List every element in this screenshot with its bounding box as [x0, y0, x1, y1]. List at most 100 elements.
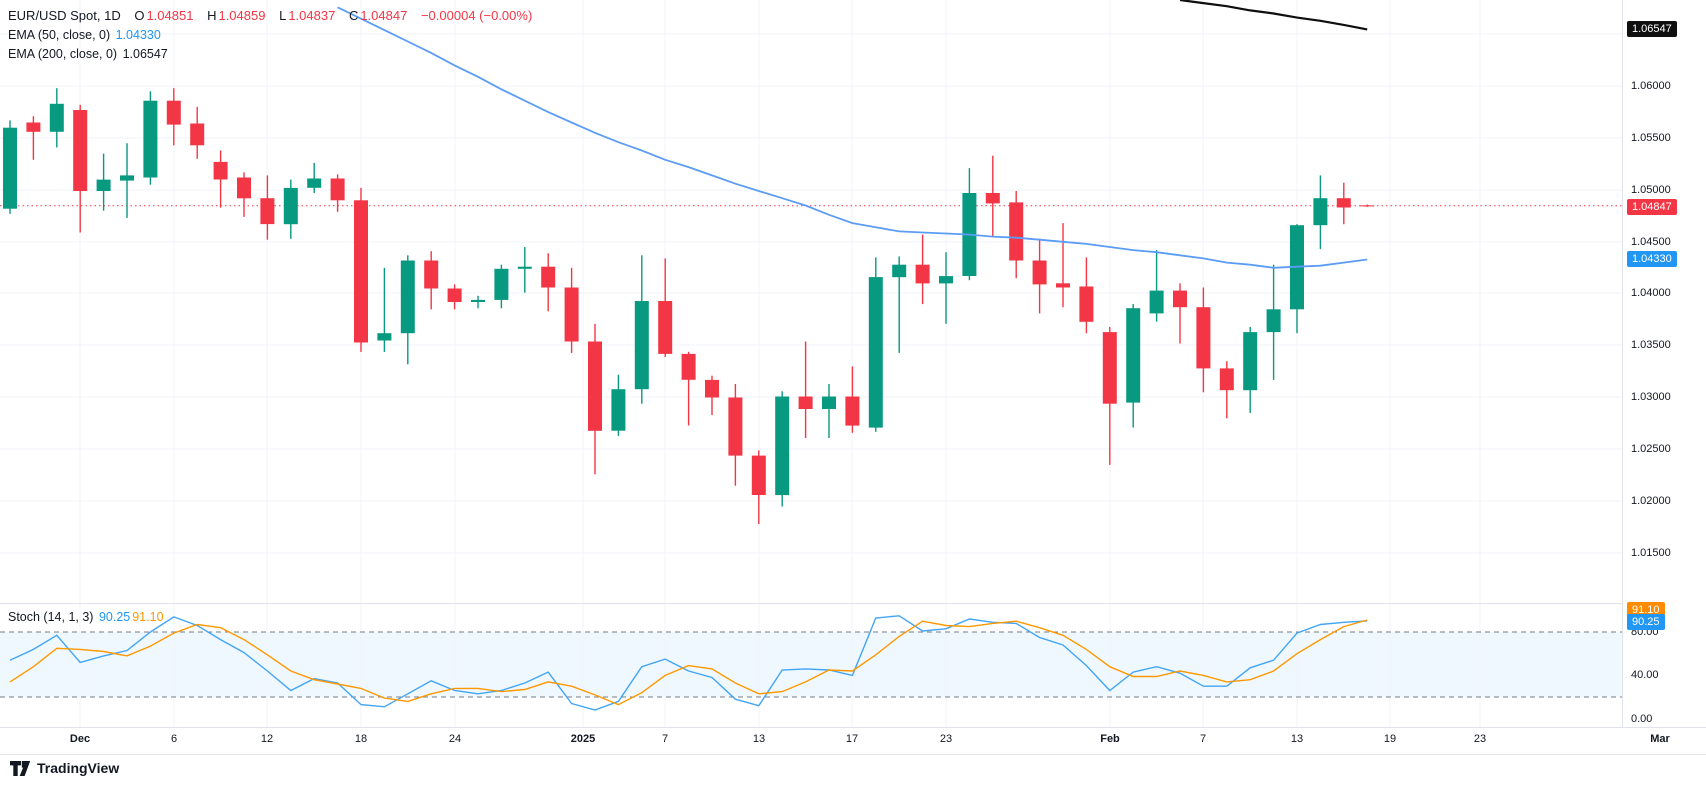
candle-body[interactable]	[120, 175, 134, 181]
candle-body[interactable]	[213, 161, 228, 180]
ema50-line[interactable]	[337, 6, 1368, 269]
candle-wick[interactable]	[477, 295, 479, 309]
stoch-k-line[interactable]	[9, 615, 1368, 711]
candle-wick[interactable]	[1179, 283, 1181, 344]
candle-body[interactable]	[73, 110, 88, 191]
stoch-label[interactable]: Stoch (14, 1, 3)	[8, 610, 94, 624]
axis-date-label: Mar	[1650, 733, 1670, 745]
candle-body[interactable]	[892, 264, 907, 278]
time-axis[interactable]: Dec 6 12 18 24 2025 7 13 17 23 Feb 7 13 19 23 Mar	[0, 727, 1706, 755]
candle-body[interactable]	[354, 200, 368, 343]
symbol-legend[interactable]: EUR/USD Spot, 1D O 1.04851 H 1.04859 L 1.04…	[8, 8, 534, 23]
candle-body[interactable]	[705, 379, 719, 398]
candle-body[interactable]	[845, 396, 860, 426]
candle-body[interactable]	[611, 389, 626, 431]
candle-body[interactable]	[634, 301, 649, 390]
candle-wick[interactable]	[313, 162, 315, 193]
candle-body[interactable]	[237, 177, 251, 199]
candle-body[interactable]	[1243, 332, 1258, 391]
candle-body[interactable]	[658, 301, 673, 354]
candle-wick[interactable]	[1155, 250, 1158, 322]
candle-body[interactable]	[588, 341, 602, 431]
candle-body[interactable]	[728, 397, 743, 456]
candle-body[interactable]	[868, 277, 883, 428]
candle-body[interactable]	[1313, 198, 1328, 226]
ema50-label[interactable]: EMA (50, close, 0)	[8, 28, 111, 42]
candle-wick[interactable]	[524, 247, 526, 293]
candle-body[interactable]	[1009, 202, 1024, 261]
axis-date-label: 2025	[570, 733, 596, 745]
candle-body[interactable]	[283, 187, 298, 225]
candle-body[interactable]	[915, 264, 930, 284]
candle-body[interactable]	[1126, 308, 1141, 403]
ema200-value: 1.06547	[122, 47, 168, 61]
candle-body[interactable]	[190, 123, 205, 146]
tradingview-logo[interactable]: TradingView	[10, 760, 119, 776]
candle-body[interactable]	[681, 353, 696, 380]
candle-body[interactable]	[1102, 332, 1117, 404]
ema50-legend[interactable]: EMA (50, close, 0) 1.04330	[8, 28, 163, 42]
candle-body[interactable]	[26, 122, 41, 132]
candle-body[interactable]	[330, 178, 345, 201]
candle-body[interactable]	[3, 127, 17, 209]
candle-body[interactable]	[143, 100, 158, 178]
candle-body[interactable]	[775, 396, 790, 496]
candle-body[interactable]	[1079, 286, 1094, 322]
close-label: C	[348, 8, 359, 23]
candle-body[interactable]	[1056, 283, 1070, 288]
axis-price-label: 1.03000	[1631, 391, 1671, 403]
candle-body[interactable]	[1336, 198, 1351, 208]
candle-wick[interactable]	[945, 252, 947, 324]
symbol-title[interactable]: EUR/USD Spot, 1D	[8, 8, 121, 23]
candle-body[interactable]	[798, 396, 813, 410]
candle-body[interactable]	[307, 178, 322, 188]
candle-wick[interactable]	[687, 351, 690, 426]
candle-body[interactable]	[822, 396, 836, 410]
candle-wick[interactable]	[898, 256, 900, 353]
candle-body[interactable]	[96, 179, 111, 191]
axis-price-label: 0.00	[1631, 713, 1653, 725]
tradingview-logo-icon	[10, 760, 31, 776]
candle-body[interactable]	[517, 266, 532, 269]
candle-body[interactable]	[939, 276, 953, 284]
candle-body[interactable]	[471, 299, 485, 302]
candles[interactable]	[3, 88, 1375, 525]
candle-wick[interactable]	[804, 341, 807, 439]
candle-body[interactable]	[1196, 307, 1211, 369]
candle-body[interactable]	[751, 455, 766, 495]
axis-date-label: Dec	[69, 733, 91, 745]
candle-body[interactable]	[541, 266, 556, 288]
stochastic-pane[interactable]	[0, 603, 1623, 727]
low-value: 1.04837	[288, 8, 336, 23]
candle-body[interactable]	[49, 103, 64, 132]
axis-price-label: 1.02000	[1631, 495, 1671, 507]
ema200-legend[interactable]: EMA (200, close, 0) 1.06547	[8, 47, 170, 61]
ema200-label[interactable]: EMA (200, close, 0)	[8, 47, 118, 61]
axis-price-label: 40.00	[1631, 669, 1659, 681]
price-axis[interactable]: 1.06000 1.05500 1.05000 1.04500 1.04000 1.035…	[1622, 0, 1706, 753]
candle-body[interactable]	[985, 193, 1000, 204]
price-pane[interactable]	[0, 0, 1623, 603]
candle-body[interactable]	[1219, 368, 1234, 391]
stoch-legend[interactable]: Stoch (14, 1, 3) 90.25 91.10	[8, 610, 166, 624]
candle-body[interactable]	[166, 100, 181, 125]
candle-body[interactable]	[1266, 309, 1281, 333]
candle-body[interactable]	[377, 333, 392, 341]
candle-wick[interactable]	[1062, 223, 1064, 308]
candle-body[interactable]	[494, 268, 509, 300]
candle-body[interactable]	[400, 260, 415, 334]
candle-body[interactable]	[260, 198, 275, 225]
ema200-line[interactable]	[1179, 0, 1368, 31]
pane-separator[interactable]	[0, 603, 1623, 604]
candle-body[interactable]	[447, 288, 462, 303]
candle-body[interactable]	[564, 287, 579, 342]
candle-wick[interactable]	[828, 384, 830, 438]
candle-body[interactable]	[1032, 260, 1047, 285]
stoch-d-line[interactable]	[9, 619, 1368, 706]
candle-body[interactable]	[1173, 290, 1187, 308]
candle-wick[interactable]	[383, 267, 386, 352]
candle-wick[interactable]	[32, 116, 35, 160]
candle-body[interactable]	[1149, 290, 1164, 314]
candle-body[interactable]	[424, 260, 439, 289]
candle-body[interactable]	[1360, 205, 1375, 207]
